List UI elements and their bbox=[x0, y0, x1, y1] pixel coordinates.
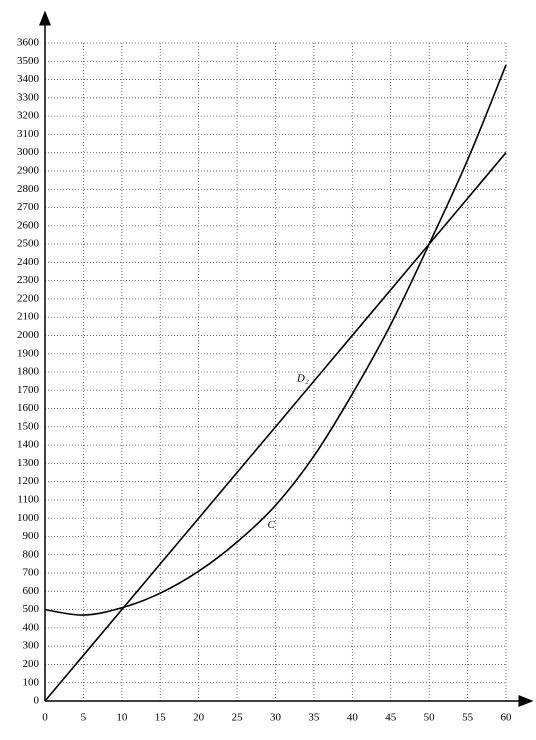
y-tick-label: 500 bbox=[23, 603, 40, 615]
y-tick-label: 1600 bbox=[17, 402, 40, 414]
y-tick-label: 2900 bbox=[17, 164, 40, 176]
y-tick-label: 900 bbox=[23, 530, 40, 542]
y-tick-label: 1200 bbox=[17, 475, 40, 487]
y-tick-label: 1800 bbox=[17, 366, 40, 378]
y-tick-label: 3000 bbox=[17, 146, 40, 158]
x-tick-label: 20 bbox=[193, 712, 205, 724]
x-tick-label: 35 bbox=[308, 712, 320, 724]
y-tick-label: 1900 bbox=[17, 347, 40, 359]
y-tick-label: 1400 bbox=[17, 439, 40, 451]
x-tick-label: 45 bbox=[385, 712, 397, 724]
x-tick-label: 25 bbox=[232, 712, 244, 724]
y-tick-label: 1700 bbox=[17, 384, 40, 396]
y-tick-label: 2400 bbox=[17, 256, 40, 268]
x-tick-label: 50 bbox=[424, 712, 436, 724]
y-tick-label: 2300 bbox=[17, 274, 40, 286]
y-tick-label: 300 bbox=[23, 640, 40, 652]
y-tick-label: 2600 bbox=[17, 219, 40, 231]
y-tick-label: 3400 bbox=[17, 73, 40, 85]
y-tick-label: 1300 bbox=[17, 457, 40, 469]
y-tick-label: 600 bbox=[23, 585, 40, 597]
y-tick-label: 400 bbox=[23, 621, 40, 633]
x-tick-label: 5 bbox=[81, 712, 87, 724]
y-tick-label: 3600 bbox=[17, 37, 40, 49]
x-tick-label: 55 bbox=[462, 712, 474, 724]
series-line bbox=[44, 64, 507, 616]
x-tick-label: 0 bbox=[42, 712, 48, 724]
grid bbox=[44, 42, 507, 702]
curve-label: D₂ bbox=[296, 373, 309, 385]
y-tick-label: 200 bbox=[23, 658, 40, 670]
y-tick-label: 2100 bbox=[17, 311, 40, 323]
y-tick-label: 1000 bbox=[17, 512, 40, 524]
y-tick-label: 2500 bbox=[17, 238, 40, 250]
y-tick-label: 800 bbox=[23, 548, 40, 560]
y-tick-label: 1100 bbox=[17, 493, 39, 505]
y-tick-label: 100 bbox=[23, 676, 40, 688]
y-tick-label: 2000 bbox=[17, 329, 40, 341]
y-tick-label: 3300 bbox=[17, 91, 40, 103]
x-tick-label: 30 bbox=[270, 712, 282, 724]
x-tick-label: 15 bbox=[155, 712, 167, 724]
y-tick-label: 2700 bbox=[17, 201, 40, 213]
y-tick-label: 3200 bbox=[17, 110, 40, 122]
y-tick-label: 700 bbox=[23, 567, 40, 579]
y-tick-label: 1500 bbox=[17, 420, 40, 432]
y-tick-label: 2200 bbox=[17, 292, 40, 304]
y-tick-label: 0 bbox=[34, 695, 40, 707]
x-tick-label: 40 bbox=[347, 712, 359, 724]
y-tick-label: 3500 bbox=[17, 55, 40, 67]
x-tick-label: 60 bbox=[501, 712, 513, 724]
curve-label: C bbox=[268, 519, 276, 531]
y-tick-label: 3100 bbox=[17, 128, 40, 140]
x-tick-label: 10 bbox=[116, 712, 128, 724]
y-tick-label: 2800 bbox=[17, 183, 40, 195]
